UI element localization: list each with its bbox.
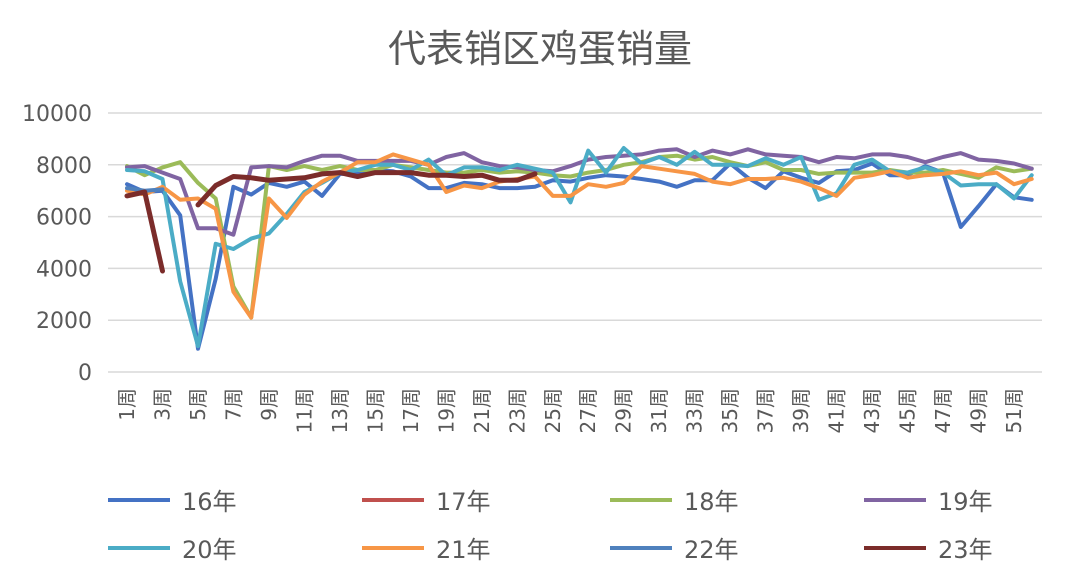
legend-swatch [362,497,424,502]
x-tick-label: 41周 [825,388,849,433]
x-tick-label: 15周 [363,388,387,433]
x-tick-label: 3周 [150,388,174,421]
legend-swatch [864,497,926,502]
legend-item: 16年 [108,482,237,517]
chart-title: 代表销区鸡蛋销量 [387,27,692,71]
y-tick-label: 0 [78,361,92,386]
legend-item: 22年 [610,530,739,565]
x-tick-label: 37周 [754,388,778,433]
y-tick-label: 8000 [36,154,92,179]
x-tick-label: 1周 [115,388,139,421]
y-tick-label: 4000 [36,257,92,282]
x-tick-label: 21周 [470,388,494,433]
legend-label: 19年 [938,488,993,516]
y-tick-label: 6000 [36,206,92,231]
x-tick-label: 25周 [541,388,565,433]
x-tick-label: 7周 [221,388,245,421]
x-tick-label: 23周 [505,388,529,433]
legend-item: 20年 [108,530,237,565]
legend-swatch [864,545,926,550]
legend-swatch [610,497,672,502]
legend-item: 21年 [362,530,491,565]
legend-label: 18年 [684,488,739,516]
x-tick-label: 47周 [931,388,955,433]
x-tick-label: 19周 [434,388,458,433]
x-tick-label: 51周 [1002,388,1026,433]
legend-label: 21年 [436,536,491,564]
x-tick-label: 39周 [789,388,813,433]
x-tick-label: 33周 [683,388,707,433]
x-tick-label: 9周 [257,388,281,421]
legend-item: 23年 [864,530,993,565]
x-tick-label: 17周 [399,388,423,433]
legend-label: 22年 [684,536,739,564]
x-tick-label: 45周 [896,388,920,433]
legend-item: 18年 [610,482,739,517]
legend-swatch [108,545,170,550]
x-tick-label: 43周 [860,388,884,433]
x-tick-label: 49周 [967,388,991,433]
legend-label: 17年 [436,488,491,516]
x-tick-label: 5周 [186,388,210,421]
y-tick-label: 2000 [36,309,92,334]
legend-item: 17年 [362,482,491,517]
legend-swatch [362,545,424,550]
legend-swatch [610,545,672,550]
series-line-19年 [125,147,1034,237]
series-line-20年 [125,146,1034,349]
series-line-21年 [125,152,1034,320]
x-tick-label: 13周 [328,388,352,433]
x-tick-label: 27周 [576,388,600,433]
legend-label: 20年 [182,536,237,564]
x-tick-label: 35周 [718,388,742,433]
x-tick-label: 11周 [292,388,316,433]
legend-item: 19年 [864,482,993,517]
legend-label: 23年 [938,536,993,564]
x-tick-label: 31周 [647,388,671,433]
series-line-23年 [124,170,538,274]
x-tick-label: 29周 [612,388,636,433]
y-tick-label: 10000 [22,102,92,127]
legend-label: 16年 [182,488,237,516]
legend-swatch [108,497,170,502]
